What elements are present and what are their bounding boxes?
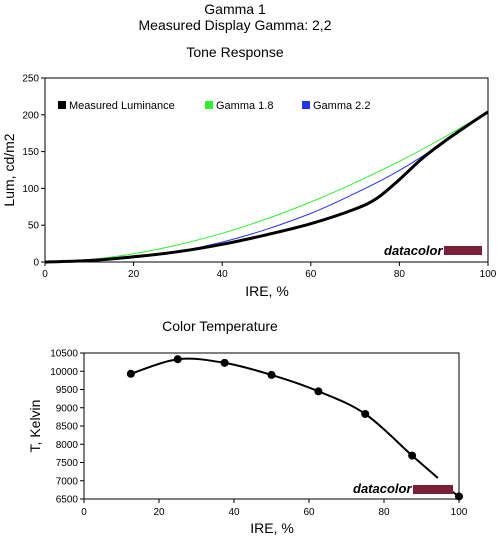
x-tick-label: 0	[81, 507, 87, 518]
x-tick-label: 20	[128, 269, 140, 280]
x-tick-label: 40	[217, 269, 229, 280]
x-tick-label: 100	[480, 269, 497, 280]
y-tick-label: 9000	[56, 403, 79, 414]
y-tick-label: 7500	[56, 458, 79, 469]
color-temperature-chart: Color Temperature 0 20 40 60 80 100 6500 7000 75…	[27, 318, 468, 536]
datacolor-logo-bar-2	[413, 485, 453, 494]
tone-response-legend: Measured Luminance Gamma 1.8 Gamma 2.2	[58, 100, 370, 112]
color-temperature-x-axis-label: IRE, %	[250, 520, 294, 536]
tone-response-chart: Tone Response 0 20 40 60 80 100 0 50 100 150 200 25…	[1, 44, 497, 299]
datacolor-logo-bar	[444, 246, 482, 255]
color-temperature-plot-frame	[83, 352, 460, 500]
report-subtitle: Measured Display Gamma: 2,2	[139, 17, 332, 33]
x-tick-label: 0	[42, 269, 48, 280]
y-tick-label: 0	[33, 258, 39, 269]
tone-response-plot-frame	[44, 77, 489, 263]
tone-response-title: Tone Response	[186, 44, 284, 60]
y-tick-label: 100	[22, 184, 39, 195]
datacolor-logo-text: datacolor	[384, 243, 443, 258]
x-tick-label: 80	[394, 269, 406, 280]
y-tick-label: 8500	[56, 422, 79, 433]
color-temperature-y-axis-label: T, Kelvin	[27, 400, 43, 453]
data-point	[408, 451, 417, 460]
y-tick-label: 7000	[56, 476, 79, 487]
x-tick-label: 40	[228, 507, 240, 518]
y-tick-label: 10500	[50, 349, 78, 360]
y-tick-label: 9500	[56, 385, 79, 396]
series-line-gamma-1-8	[44, 111, 489, 263]
datacolor-logo: datacolor	[384, 243, 482, 258]
data-point	[361, 409, 370, 418]
x-tick-label: 80	[378, 507, 390, 518]
data-point	[314, 387, 323, 396]
y-tick-label: 250	[22, 74, 39, 85]
series-line-temperature	[130, 357, 439, 479]
legend-label: Measured Luminance	[69, 100, 175, 112]
color-temperature-title: Color Temperature	[162, 318, 278, 334]
tone-response-x-axis-label: IRE, %	[245, 283, 289, 299]
legend-label: Gamma 1.8	[216, 100, 273, 112]
data-point	[126, 369, 135, 378]
x-tick-label: 100	[451, 507, 468, 518]
legend-swatch	[302, 101, 310, 109]
report-title: Gamma 1	[204, 1, 266, 17]
y-tick-label: 50	[28, 221, 40, 232]
legend-swatch	[58, 101, 66, 109]
x-tick-label: 20	[153, 507, 165, 518]
y-tick-label: 10000	[50, 367, 78, 378]
data-point	[220, 358, 229, 367]
tone-response-y-axis-label: Lum, cd/m2	[1, 133, 17, 206]
legend-swatch	[205, 101, 213, 109]
x-tick-label: 60	[305, 269, 317, 280]
y-tick-label: 150	[22, 147, 39, 158]
series-line-gamma-2-2	[44, 111, 489, 263]
x-tick-label: 60	[303, 507, 315, 518]
legend-label: Gamma 2.2	[313, 100, 370, 112]
data-point	[267, 370, 276, 379]
y-tick-label: 200	[22, 110, 39, 121]
y-tick-label: 8000	[56, 440, 79, 451]
datacolor-logo-text-2: datacolor	[353, 481, 412, 496]
datacolor-logo-2: datacolor	[353, 481, 453, 496]
series-line-measured-luminance	[44, 110, 489, 264]
data-point	[173, 355, 182, 364]
y-tick-label: 6500	[56, 495, 79, 506]
